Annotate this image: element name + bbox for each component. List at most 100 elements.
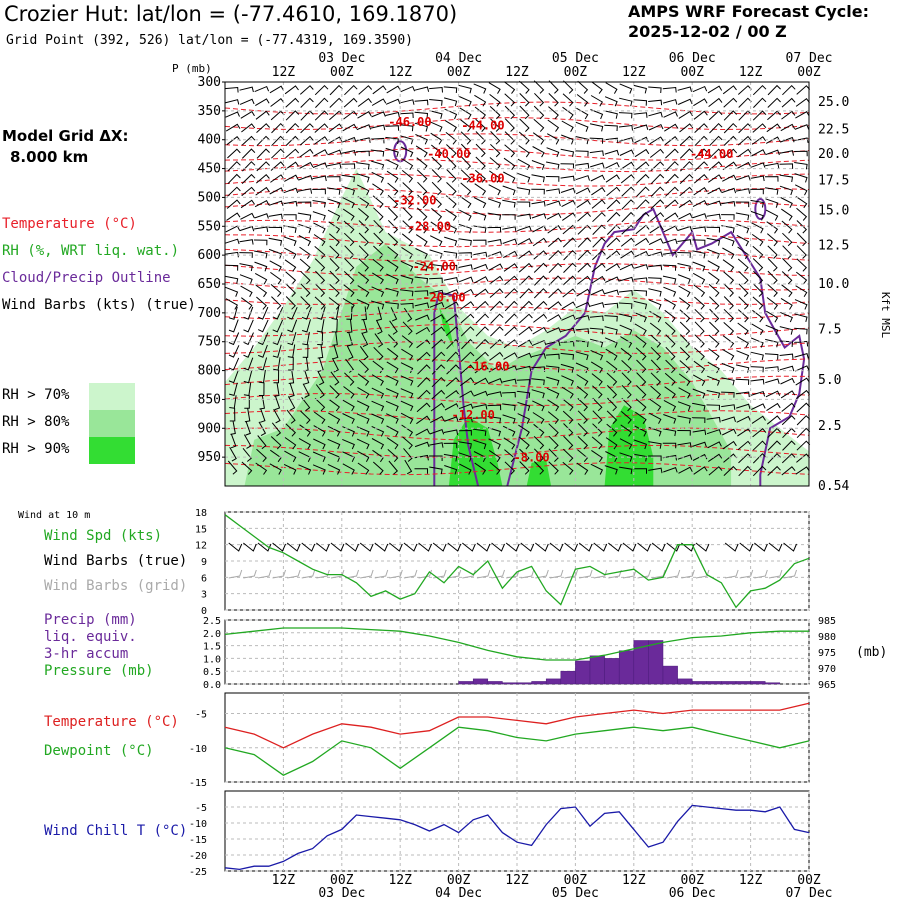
wind-barb <box>563 435 574 450</box>
bottom-hour-label: 12Z <box>739 873 763 888</box>
wind-barb <box>650 346 662 361</box>
wind-barb-grid <box>739 569 754 579</box>
wind-barb <box>795 195 808 209</box>
wind-barb-grid <box>535 569 549 579</box>
wind-barb <box>458 403 474 410</box>
wind-barb <box>794 352 809 359</box>
bottom-day-label: 07 Dec <box>786 886 833 900</box>
wind-barb <box>458 276 474 283</box>
wind-barb-grid <box>681 569 695 579</box>
wind-barb <box>243 357 254 371</box>
wind-barb <box>782 258 793 272</box>
wind-barb <box>722 440 737 450</box>
wind-barb <box>239 263 253 272</box>
wind-barb <box>255 98 270 107</box>
pressure-series <box>224 627 809 661</box>
bottom-day-label: 05 Dec <box>552 886 599 900</box>
wind-barb <box>765 390 781 398</box>
wind-barb <box>621 199 635 210</box>
wind-barb <box>633 84 648 94</box>
wind-barb <box>329 97 343 108</box>
wind-barb <box>314 123 329 133</box>
height-tick-label: 15.0 <box>818 204 849 219</box>
wind-barb <box>401 424 414 437</box>
wind-barb <box>341 150 356 156</box>
wind-barb <box>765 209 779 221</box>
wind-barb <box>577 436 589 450</box>
wind-barb <box>664 199 679 209</box>
wind-barb <box>780 123 796 132</box>
wind-barb <box>735 201 750 208</box>
wind-barb <box>503 352 518 360</box>
wind-barb <box>370 124 386 131</box>
wind-barb <box>679 309 691 323</box>
wind-barb <box>706 390 721 399</box>
wind-barb <box>312 188 326 195</box>
wind-barb <box>577 449 589 463</box>
wind-barb <box>228 332 240 346</box>
wind-barb <box>750 188 764 195</box>
wind-barb <box>633 112 648 118</box>
wind-barb <box>342 438 355 450</box>
wind-barb <box>488 364 504 373</box>
wind-barb <box>577 237 592 248</box>
wind-barb <box>327 149 342 156</box>
wind-barb-grid <box>462 569 476 579</box>
wind-barb <box>490 143 501 158</box>
wind-barb-grid <box>316 569 330 579</box>
wind-barb <box>620 411 632 424</box>
wind-barb <box>662 86 677 93</box>
wind-barb <box>678 387 691 399</box>
wind-barb <box>270 161 285 171</box>
wind-panel-title: Wind at 10 m <box>18 510 91 521</box>
wind-barb <box>606 250 621 260</box>
wind-barb <box>260 408 266 423</box>
wind-barb <box>473 83 487 94</box>
wind-barb <box>532 132 545 145</box>
wind-barb <box>766 415 781 425</box>
bottom-day-label: 03 Dec <box>318 886 365 900</box>
wind-barb <box>344 258 355 272</box>
wind-barb <box>721 214 735 220</box>
wind-speed-series <box>224 514 810 609</box>
wind-barb <box>362 319 368 334</box>
wind-barb <box>225 123 241 132</box>
wind-barb <box>272 344 282 358</box>
precip-liq-label: liq. equiv. <box>44 629 137 645</box>
wind-barb <box>343 284 355 298</box>
wind-barb <box>255 110 270 120</box>
wind-barb <box>254 261 268 272</box>
wind-barb <box>722 174 737 182</box>
wind-barb <box>487 416 502 424</box>
wind-barb <box>590 289 606 296</box>
wind-barb <box>343 232 355 247</box>
wind-barb <box>752 245 764 259</box>
precip-bar <box>677 678 693 685</box>
wind-barb <box>517 238 533 246</box>
wind-barb <box>764 353 779 360</box>
bottom-hour-label: 12Z <box>622 873 646 888</box>
wind-barb <box>589 150 604 156</box>
wind-barb <box>504 118 515 132</box>
wind-barb <box>648 299 662 310</box>
wind-barb <box>591 187 606 196</box>
wind-barb <box>709 308 720 323</box>
wind-barb <box>385 388 399 399</box>
wind-barb <box>504 288 519 299</box>
wind-barb <box>401 158 414 171</box>
wind-barb <box>678 199 694 209</box>
wind-barb <box>475 351 489 362</box>
wind-barb <box>765 324 779 335</box>
wind-barb <box>533 250 548 260</box>
wind-barb <box>357 462 370 475</box>
wind-barb <box>242 161 256 172</box>
wind-barb <box>416 207 428 221</box>
wind-barb <box>794 313 808 323</box>
wind-barb <box>357 450 370 463</box>
wind-barb <box>517 172 531 183</box>
wind-barb <box>402 321 413 336</box>
wind-barb <box>677 225 693 232</box>
wind-barb <box>490 300 504 311</box>
wind-barb <box>679 148 694 159</box>
